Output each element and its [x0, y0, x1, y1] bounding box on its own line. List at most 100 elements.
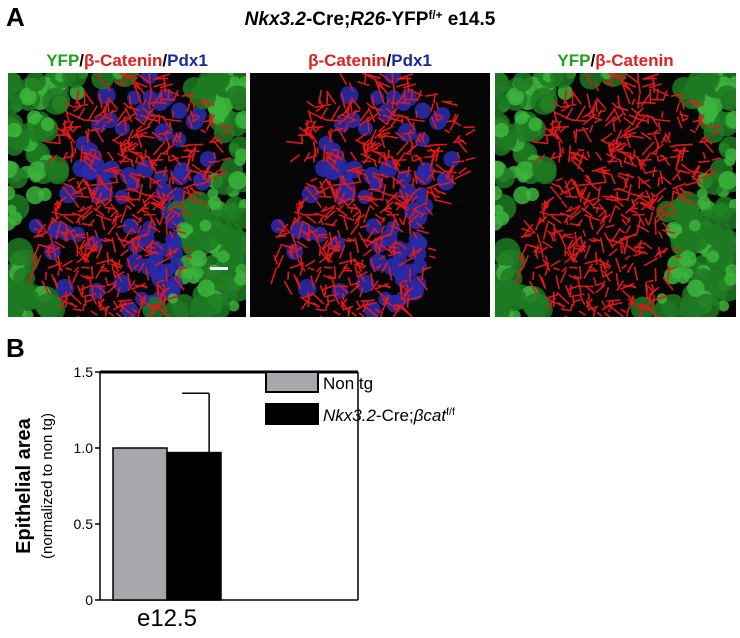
membrane — [533, 272, 534, 280]
membrane — [675, 144, 692, 145]
yfp-cell — [580, 67, 602, 89]
nucleus — [122, 218, 139, 235]
text-part: YFP — [557, 51, 590, 70]
membrane — [309, 316, 321, 323]
yfp-cell — [30, 171, 41, 182]
membrane — [569, 267, 577, 268]
membrane — [430, 144, 447, 145]
membrane — [408, 295, 409, 308]
yfp-cell — [234, 272, 247, 285]
text-part: YFP — [46, 51, 79, 70]
yfp-cell — [517, 171, 528, 182]
yfp-cell — [235, 148, 248, 161]
membrane — [578, 150, 585, 151]
membrane — [452, 161, 464, 162]
panel-title: Nkx3.2-Cre;R26-YFPf/+ e14.5 — [245, 9, 496, 31]
text-part: β-Catenin — [308, 51, 386, 70]
text-part: βcat — [413, 406, 448, 425]
yfp-cell — [13, 267, 35, 289]
membrane — [118, 317, 125, 329]
membrane — [67, 316, 79, 323]
panel-label: B — [6, 333, 25, 363]
text-part: e14.5 — [443, 9, 496, 30]
yfp-cell — [672, 268, 683, 279]
membrane — [552, 120, 553, 132]
membrane — [320, 246, 321, 256]
membrane — [580, 266, 581, 278]
membrane — [346, 240, 355, 241]
yfp-cell — [488, 186, 502, 200]
micrograph — [0, 61, 254, 329]
panel-label: A — [6, 2, 25, 32]
membrane — [307, 120, 308, 132]
yfp-cell — [0, 160, 17, 178]
membrane — [135, 137, 142, 138]
membrane — [325, 285, 326, 295]
yfp-cell — [514, 110, 528, 124]
yfp-cell — [1, 186, 15, 200]
y-axis-sublabel: (normalized to non tg) — [39, 413, 56, 559]
membrane — [409, 220, 410, 235]
membrane — [618, 96, 619, 104]
membrane — [397, 78, 411, 79]
yfp-cell — [487, 72, 509, 94]
yfp-cell — [725, 148, 738, 161]
yfp-cell — [207, 188, 218, 199]
yfp-cell — [714, 229, 740, 255]
membrane — [606, 317, 613, 329]
yfp-cell — [693, 294, 720, 321]
yfp-cell — [8, 211, 22, 225]
membrane — [434, 93, 435, 103]
text-part: R26 — [350, 9, 385, 30]
y-tick-label: 0.5 — [74, 516, 94, 532]
text-part: β-Catenin — [84, 51, 162, 70]
membrane — [169, 177, 170, 186]
legend-label: Nkx3.2-Cre;βcatf/f — [323, 406, 455, 425]
text-part: f/f — [446, 406, 455, 418]
yfp-cell — [7, 123, 21, 137]
image-label: YFP/β-Catenin — [557, 51, 673, 70]
y-tick-label: 1.0 — [74, 440, 94, 456]
membrane — [83, 304, 84, 311]
yfp-cell — [26, 186, 44, 204]
membrane — [154, 78, 168, 79]
yfp-cell — [203, 294, 230, 321]
yfp-cell — [534, 162, 557, 185]
bar — [167, 453, 221, 600]
membrane — [88, 128, 89, 143]
text-part: Nkx3.2 — [245, 9, 307, 30]
yfp-cell — [489, 94, 509, 114]
yfp-cell — [724, 272, 737, 285]
membrane — [166, 220, 167, 235]
membrane — [680, 93, 681, 103]
yfp-cell — [224, 229, 250, 255]
yfp-cell — [500, 267, 522, 289]
yfp-cell — [91, 67, 113, 89]
membrane — [324, 267, 332, 268]
membrane — [361, 317, 368, 329]
yfp-cell — [513, 186, 531, 204]
yfp-cell — [217, 250, 229, 262]
yfp-cell — [687, 229, 709, 251]
image-label: β-Catenin/Pdx1 — [308, 51, 432, 70]
nucleus — [410, 208, 428, 226]
membrane — [333, 150, 340, 151]
text-part: β-Catenin — [595, 51, 673, 70]
yfp-cell — [182, 268, 193, 279]
y-axis-label: Epithelial area — [13, 417, 35, 553]
membrane — [64, 120, 65, 132]
membrane — [130, 96, 131, 104]
text-part: -Cre; — [306, 9, 350, 30]
yfp-cell — [192, 255, 203, 266]
yfp-cell — [0, 72, 22, 94]
yfp-cell — [697, 188, 708, 199]
yfp-cell — [689, 220, 701, 232]
yfp-cell — [707, 250, 719, 262]
yfp-cell — [492, 238, 520, 266]
yfp-cell — [46, 162, 69, 185]
membrane — [77, 246, 78, 256]
membrane — [100, 293, 101, 300]
membrane — [83, 285, 84, 295]
yfp-cell — [27, 110, 41, 124]
yfp-cell — [5, 238, 33, 266]
